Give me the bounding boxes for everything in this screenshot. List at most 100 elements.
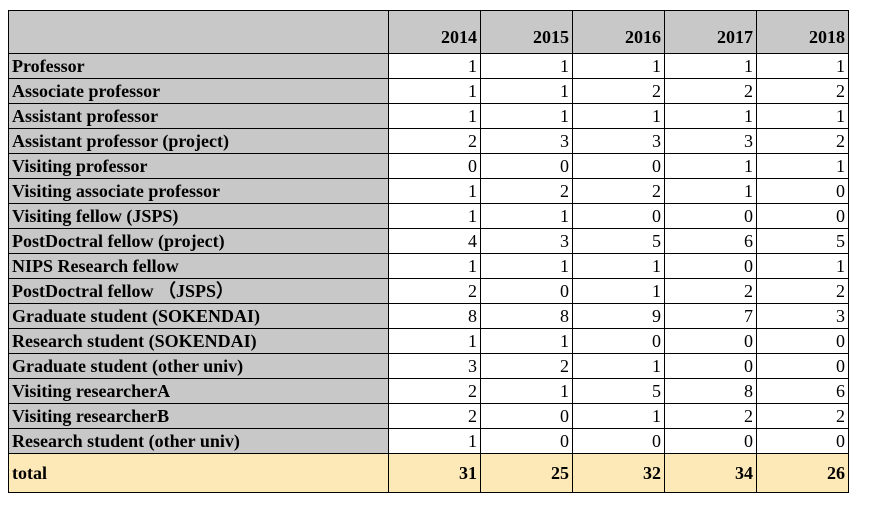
table-row: Assistant professor 1 1 1 1 1 [8, 103, 849, 129]
cell-value: 1 [480, 253, 573, 279]
cell-value: 0 [756, 428, 849, 454]
cell-value: 5 [572, 228, 665, 254]
row-label: Professor [8, 53, 389, 79]
table-row: Graduate student (other univ) 3 2 1 0 0 [8, 353, 849, 379]
cell-value: 1 [480, 203, 573, 229]
cell-value: 2 [756, 278, 849, 304]
table-row: NIPS Research fellow 1 1 1 0 1 [8, 253, 849, 279]
cell-value: 0 [664, 428, 757, 454]
cell-value: 0 [572, 328, 665, 354]
table-row: PostDoctral fellow （JSPS） 2 0 1 2 2 [8, 278, 849, 304]
row-label: Research student (other univ) [8, 428, 389, 454]
cell-value: 1 [480, 78, 573, 104]
cell-value: 0 [572, 203, 665, 229]
cell-value: 2 [572, 78, 665, 104]
cell-value: 2 [664, 278, 757, 304]
year-header: 2016 [572, 10, 665, 54]
staff-table: 2014 2015 2016 2017 2018 Professor 1 1 1 1 1 A… [8, 10, 849, 493]
cell-value: 1 [572, 253, 665, 279]
row-label: Visiting professor [8, 153, 389, 179]
table-row: Research student (other univ) 1 0 0 0 0 [8, 428, 849, 454]
cell-value: 1 [664, 103, 757, 129]
cell-value: 1 [756, 53, 849, 79]
cell-value: 1 [480, 328, 573, 354]
total-value: 26 [756, 453, 849, 493]
cell-value: 1 [664, 53, 757, 79]
cell-value: 3 [480, 128, 573, 154]
cell-value: 1 [756, 153, 849, 179]
row-label: Assistant professor (project) [8, 128, 389, 154]
cell-value: 1 [664, 153, 757, 179]
row-label: Visiting associate professor [8, 178, 389, 204]
cell-value: 6 [756, 378, 849, 404]
table-row: Visiting researcherA 2 1 5 8 6 [8, 378, 849, 404]
cell-value: 2 [664, 403, 757, 429]
table-row: Visiting researcherB 2 0 1 2 2 [8, 403, 849, 429]
cell-value: 1 [664, 178, 757, 204]
year-header: 2018 [756, 10, 849, 54]
cell-value: 1 [480, 378, 573, 404]
cell-value: 0 [480, 403, 573, 429]
cell-value: 0 [664, 253, 757, 279]
row-label: PostDoctral fellow （JSPS） [8, 278, 389, 304]
cell-value: 2 [756, 78, 849, 104]
table-row: Graduate student (SOKENDAI) 8 8 9 7 3 [8, 303, 849, 329]
cell-value: 2 [480, 353, 573, 379]
row-label: Visiting fellow (JSPS) [8, 203, 389, 229]
cell-value: 3 [388, 353, 481, 379]
row-label: PostDoctral fellow (project) [8, 228, 389, 254]
cell-value: 2 [388, 128, 481, 154]
row-label: Associate professor [8, 78, 389, 104]
cell-value: 1 [756, 253, 849, 279]
cell-value: 3 [756, 303, 849, 329]
cell-value: 2 [756, 403, 849, 429]
cell-value: 0 [572, 428, 665, 454]
cell-value: 9 [572, 303, 665, 329]
cell-value: 0 [756, 353, 849, 379]
row-label: NIPS Research fellow [8, 253, 389, 279]
cell-value: 0 [572, 153, 665, 179]
cell-value: 0 [664, 353, 757, 379]
cell-value: 1 [388, 203, 481, 229]
row-label: Visiting researcherA [8, 378, 389, 404]
total-row: total 31 25 32 34 26 [8, 453, 849, 493]
cell-value: 4 [388, 228, 481, 254]
table-row: Professor 1 1 1 1 1 [8, 53, 849, 79]
cell-value: 3 [480, 228, 573, 254]
year-header: 2014 [388, 10, 481, 54]
year-header: 2015 [480, 10, 573, 54]
cell-value: 1 [756, 103, 849, 129]
cell-value: 2 [388, 278, 481, 304]
cell-value: 3 [572, 128, 665, 154]
total-value: 32 [572, 453, 665, 493]
table-row: Associate professor 1 1 2 2 2 [8, 78, 849, 104]
cell-value: 1 [572, 103, 665, 129]
cell-value: 1 [388, 103, 481, 129]
cell-value: 6 [664, 228, 757, 254]
row-label: Research student (SOKENDAI) [8, 328, 389, 354]
cell-value: 8 [388, 303, 481, 329]
cell-value: 1 [480, 103, 573, 129]
cell-value: 1 [388, 328, 481, 354]
table-row: Visiting professor 0 0 0 1 1 [8, 153, 849, 179]
cell-value: 2 [664, 78, 757, 104]
row-label: Visiting researcherB [8, 403, 389, 429]
cell-value: 0 [480, 278, 573, 304]
cell-value: 1 [572, 278, 665, 304]
total-value: 34 [664, 453, 757, 493]
table-row: Assistant professor (project) 2 3 3 3 2 [8, 128, 849, 154]
cell-value: 1 [388, 428, 481, 454]
table-row: Research student (SOKENDAI) 1 1 0 0 0 [8, 328, 849, 354]
table-row: Visiting fellow (JSPS) 1 1 0 0 0 [8, 203, 849, 229]
cell-value: 0 [756, 203, 849, 229]
cell-value: 1 [388, 253, 481, 279]
cell-value: 0 [480, 153, 573, 179]
cell-value: 1 [572, 353, 665, 379]
cell-value: 1 [572, 403, 665, 429]
header-row: 2014 2015 2016 2017 2018 [8, 10, 849, 54]
cell-value: 1 [388, 53, 481, 79]
cell-value: 5 [756, 228, 849, 254]
table-body: Professor 1 1 1 1 1 Associate professor 1 1 2 2 2 As… [8, 53, 849, 454]
total-value: 31 [388, 453, 481, 493]
cell-value: 8 [480, 303, 573, 329]
